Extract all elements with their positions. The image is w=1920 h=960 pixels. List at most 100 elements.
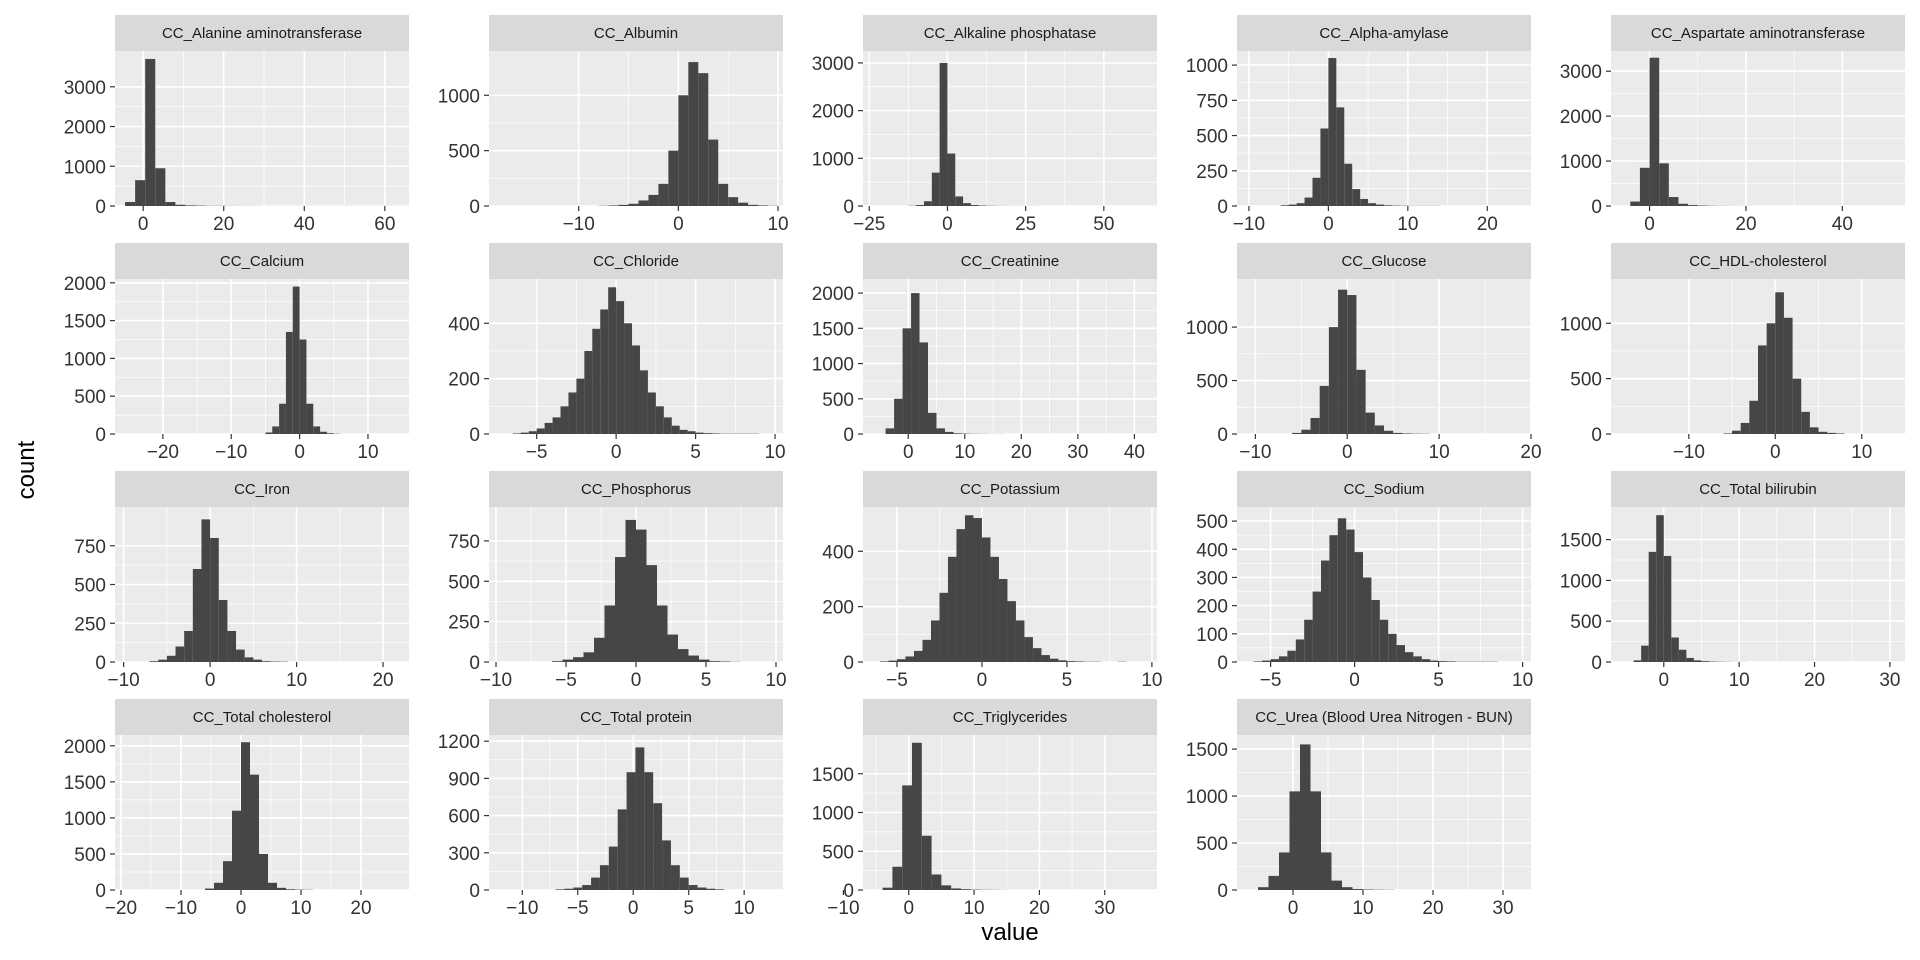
facet-18-y-tick-label-1: 500 bbox=[1196, 834, 1228, 855]
facet-6-bar-4 bbox=[544, 422, 553, 434]
facet-1-bar-13 bbox=[728, 197, 739, 206]
facet-16-bar-11 bbox=[653, 803, 663, 890]
facet-8-bar-7 bbox=[1356, 369, 1366, 434]
facet-17-x-tick-label-1: 0 bbox=[903, 898, 914, 919]
facet-13-bar-17 bbox=[1396, 645, 1405, 662]
facet-18-y-tick-label-0: 0 bbox=[1217, 881, 1228, 902]
facet-7-x-tick-label-4: 40 bbox=[1124, 442, 1145, 463]
facet-2-bar-6 bbox=[955, 196, 964, 206]
facet-11-bar-1 bbox=[562, 659, 573, 662]
facet-18-bar-6 bbox=[1321, 852, 1332, 890]
facet-14-x-ticks: 0 10 20 30 bbox=[1658, 662, 1900, 691]
facet-14-bar-7 bbox=[1686, 657, 1694, 662]
facet-6-bar-21 bbox=[679, 429, 688, 434]
facet-5-x-tick-label-3: 10 bbox=[357, 442, 378, 463]
facet-13-bar-12 bbox=[1354, 552, 1363, 662]
facet-14-y-tick-label-1: 500 bbox=[1570, 612, 1602, 633]
facet-4-bar-5 bbox=[1678, 203, 1689, 206]
facet-1: CC_Albumin −10 0 10 0 500 1000 bbox=[438, 15, 789, 235]
facet-10-bar-5 bbox=[192, 569, 202, 662]
facet-11-bar-5 bbox=[604, 605, 615, 662]
facet-1-y-ticks: 0 500 1000 bbox=[438, 86, 489, 218]
facet-0-bar-1 bbox=[135, 180, 146, 206]
facet-15-bar-7 bbox=[268, 882, 277, 890]
facet-13-bar-21 bbox=[1430, 660, 1439, 662]
facet-13-x-tick-label-0: −5 bbox=[1260, 670, 1282, 691]
facet-16-x-ticks: −10 −5 0 5 10 bbox=[506, 890, 755, 919]
facet-11-bar-14 bbox=[699, 659, 710, 662]
facet-14-bar-0 bbox=[1633, 660, 1642, 662]
facet-2-x-ticks: −25 0 25 50 bbox=[853, 206, 1114, 235]
x-axis-title: value bbox=[981, 919, 1038, 946]
facet-16-bar-13 bbox=[670, 865, 680, 890]
facet-5-y-tick-label-1: 500 bbox=[74, 387, 106, 408]
facet-6: CC_Chloride −5 0 5 10 0 200 400 bbox=[448, 243, 786, 463]
facet-7-y-tick-label-3: 1500 bbox=[812, 319, 854, 340]
facet-3-bar-11 bbox=[1368, 203, 1377, 206]
facet-8-bar-12 bbox=[1402, 433, 1412, 434]
facet-15-bar-9 bbox=[286, 889, 295, 890]
facet-17-y-tick-label-0: 0 bbox=[843, 881, 854, 902]
facet-14-x-tick-label-1: 10 bbox=[1729, 670, 1750, 691]
facet-3-panel bbox=[1237, 51, 1531, 206]
facet-3-bar-9 bbox=[1352, 189, 1361, 206]
facet-10-bar-4 bbox=[184, 631, 193, 662]
facet-8-bar-2 bbox=[1310, 417, 1320, 434]
facet-16-x-tick-label-1: −5 bbox=[567, 898, 589, 919]
facet-8-bar-8 bbox=[1365, 412, 1375, 434]
facet-17-bar-8 bbox=[961, 889, 971, 890]
facet-14-y-ticks: 0 500 1000 1500 bbox=[1560, 531, 1611, 674]
facet-7-bar-3 bbox=[911, 293, 920, 434]
facet-14-y-tick-label-0: 0 bbox=[1591, 653, 1602, 674]
facet-10-bars bbox=[149, 519, 288, 662]
facet-3-bar-6 bbox=[1328, 58, 1337, 206]
facet-3-bar-0 bbox=[1280, 205, 1289, 206]
facet-12-x-tick-label-2: 5 bbox=[1062, 670, 1073, 691]
facet-12-x-ticks: −5 0 5 10 bbox=[886, 662, 1162, 691]
facet-9-bar-10 bbox=[1809, 427, 1819, 434]
facet-4-x-ticks: 0 20 40 bbox=[1644, 206, 1853, 235]
facet-9-y-tick-label-0: 0 bbox=[1591, 425, 1602, 446]
facet-0-y-tick-label-1: 1000 bbox=[64, 157, 106, 178]
facet-2-y-tick-label-3: 3000 bbox=[812, 54, 854, 75]
facet-18-bar-3 bbox=[1289, 791, 1300, 890]
facet-13-x-ticks: −5 0 5 10 bbox=[1260, 662, 1533, 691]
facet-1-bar-7 bbox=[668, 150, 679, 206]
facet-16-bar-8 bbox=[626, 772, 636, 890]
facet-9-strip bbox=[1611, 243, 1905, 279]
facet-10-y-tick-label-0: 0 bbox=[95, 653, 106, 674]
facet-10-bar-7 bbox=[210, 538, 219, 662]
facet-18-y-tick-label-3: 1500 bbox=[1186, 740, 1228, 761]
facet-4-y-tick-label-3: 3000 bbox=[1560, 62, 1602, 83]
facet-12-bar-15 bbox=[1007, 601, 1016, 662]
facet-6-bar-23 bbox=[695, 432, 704, 434]
facet-17-x-tick-label-4: 30 bbox=[1094, 898, 1115, 919]
facet-3-bar-10 bbox=[1360, 198, 1369, 206]
facet-9-bar-6 bbox=[1775, 292, 1784, 434]
facet-10-x-tick-label-2: 10 bbox=[286, 670, 307, 691]
facet-18-bar-5 bbox=[1310, 791, 1321, 890]
facet-17-y-tick-label-1: 500 bbox=[822, 842, 854, 863]
facet-1-panel bbox=[489, 51, 783, 206]
facet-7-bar-7 bbox=[944, 431, 954, 434]
facet-18-bar-0 bbox=[1258, 887, 1269, 890]
facet-15-y-tick-label-1: 500 bbox=[74, 845, 106, 866]
facet-16: CC_Total protein −10 −5 0 5 10 0 300 600 900 1200 bbox=[438, 699, 783, 919]
facet-12: CC_Potassium −5 0 5 10 0 200 400 bbox=[822, 471, 1162, 691]
facet-1-strip bbox=[489, 15, 783, 51]
facet-17-bars bbox=[882, 742, 1010, 890]
facet-0-bar-5 bbox=[175, 204, 186, 206]
facet-1-bar-10 bbox=[698, 73, 709, 207]
facet-17-bar-2 bbox=[902, 785, 912, 890]
facet-18-strip bbox=[1237, 699, 1531, 735]
facet-9-y-ticks: 0 500 1000 bbox=[1560, 314, 1611, 446]
facet-6-bar-3 bbox=[536, 428, 545, 434]
facet-7-strip-label: CC_Creatinine bbox=[961, 253, 1059, 270]
facet-11-x-tick-label-3: 5 bbox=[701, 670, 712, 691]
facet-16-bar-14 bbox=[679, 877, 689, 890]
facet-14-bar-4 bbox=[1663, 555, 1672, 662]
facet-13-bar-22 bbox=[1438, 661, 1447, 662]
facet-10-bar-0 bbox=[149, 661, 159, 662]
facet-14-strip bbox=[1611, 471, 1905, 507]
